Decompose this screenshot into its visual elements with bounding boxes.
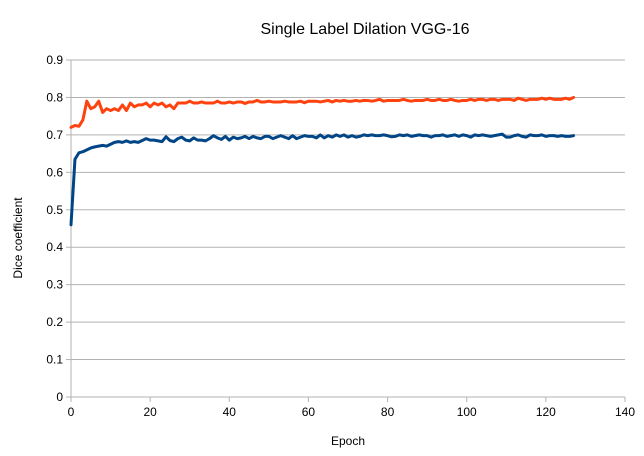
x-tick-label: 140 [615,405,635,419]
series-lines [69,95,576,227]
x-axis-label: Epoch [331,434,365,448]
y-tick-label: 0.8 [46,90,63,104]
x-tick-label: 120 [536,405,556,419]
y-tick-label: 0.5 [46,203,63,217]
y-tick-label: 0.6 [46,165,63,179]
gridlines [71,59,625,398]
x-tick-label: 80 [381,405,395,419]
y-tick-label: 0.2 [46,315,63,329]
x-tick-labels: 0 20 40 60 80 100 120 140 [68,405,636,419]
x-tick-label: 100 [457,405,477,419]
y-tick-label: 0.4 [46,240,63,254]
y-tick-label: 0 [56,390,63,404]
y-tick-label: 0.1 [46,353,63,367]
y-tick-label: 0.9 [46,53,63,67]
x-tick-label: 40 [223,405,237,419]
chart-title: Single Label Dilation VGG-16 [260,21,469,38]
x-tick-label: 20 [143,405,157,419]
x-tick-label: 60 [302,405,316,419]
y-tick-label: 0.7 [46,128,63,142]
series-line-1 [69,95,576,129]
y-axis-label: Dice coefficient [11,197,25,279]
axes [66,59,626,402]
x-tick-label: 0 [68,405,75,419]
series-line-2 [69,132,576,227]
y-tick-labels: 0 0.1 0.2 0.3 0.4 0.5 0.6 0.7 0.8 0.9 [46,53,63,404]
y-tick-label: 0.3 [46,278,63,292]
